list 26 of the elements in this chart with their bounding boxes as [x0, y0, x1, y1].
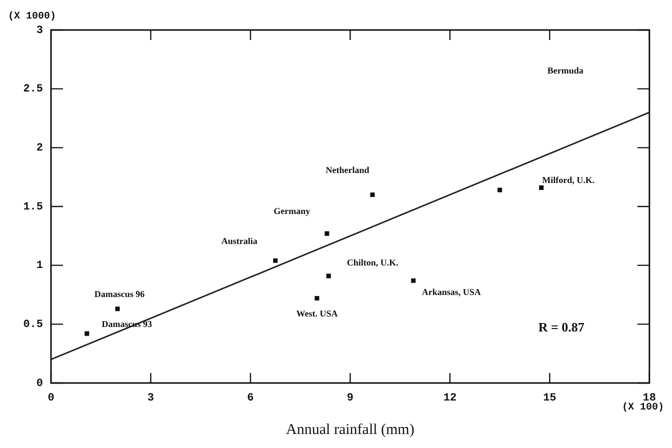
annotation: West. USA [296, 308, 338, 319]
x-axis-title: Annual rainfall (mm) [286, 422, 414, 438]
x-tick-label: 12 [443, 392, 457, 404]
annotation: Milford, U.K. [542, 175, 595, 185]
text: (X 100) [622, 402, 664, 414]
y-tick-label: 3 [36, 24, 44, 37]
y-tick-label: 2.5 [23, 84, 44, 96]
annotation: Arkansas, USA [422, 286, 482, 297]
x-tick-label: 15 [543, 392, 557, 404]
y-tick-label: 0.5 [23, 318, 44, 331]
y-tick-label: 1.5 [23, 201, 44, 214]
x-tick-label: 0 [48, 392, 54, 404]
x-tick-label: 3 [147, 392, 154, 404]
annotation: Australia [221, 236, 258, 246]
annotation: Germany [274, 206, 311, 216]
y-axis-title: (X 1000) [8, 10, 56, 23]
annotation: Chilton, U.K. [346, 257, 398, 268]
annotation: Bermuda [547, 65, 584, 76]
y-tick-label: 0 [36, 378, 43, 390]
x-tick-label: 9 [346, 392, 354, 404]
annotation: Damascus 96 [94, 289, 146, 300]
x-tick-label: 6 [247, 392, 254, 404]
y-tick-label: 1 [36, 260, 44, 272]
annotation: Netherland [326, 165, 370, 176]
y-tick-label: 2 [36, 142, 43, 154]
annotation: R = 0.87 [538, 319, 585, 334]
